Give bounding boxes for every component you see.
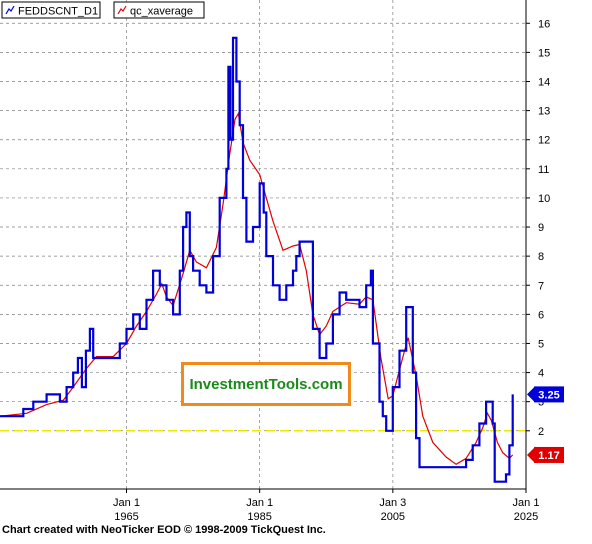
x-tick-label: 2005 — [381, 511, 405, 523]
badge-pointer-icon — [527, 387, 534, 402]
series-line-qc_xaverage — [0, 111, 514, 466]
legend-label-avg: qc_xaverage — [130, 6, 193, 18]
watermark-logo: InvestmentTools.com — [181, 362, 351, 406]
x-tick-label: Jan 3 — [379, 497, 406, 509]
y-tick-label: 7 — [538, 280, 544, 292]
badge-box — [534, 446, 564, 463]
badge-value: 1.17 — [538, 450, 559, 462]
legend-swatch-icon — [5, 5, 15, 15]
badge-qc-xaverage: 1.17 — [527, 446, 564, 463]
legend-label-main: FEDDSCNT_D1 — [18, 6, 98, 18]
badge-box — [534, 386, 564, 403]
badge-value: 3.25 — [538, 389, 559, 401]
y-tick-label: 12 — [538, 135, 550, 147]
credit-text: Chart created with NeoTicker EOD © 1998-… — [2, 524, 326, 536]
x-tick-label: Jan 1 — [113, 497, 140, 509]
x-tick-label: 1985 — [247, 511, 271, 523]
x-tick-label: 2025 — [514, 511, 538, 523]
y-tick-label: 10 — [538, 193, 550, 205]
y-tick-label: 16 — [538, 18, 550, 30]
last-value-badges: 3.25 1.17 — [527, 386, 564, 463]
legend-item-feddscnt[interactable]: FEDDSCNT_D1 — [1, 1, 101, 19]
x-tick-label: Jan 1 — [246, 497, 273, 509]
x-axis: Jan 1 1965 Jan 1 1985 Jan 3 2005 Jan 1 2025 — [113, 489, 539, 523]
y-tick-label: 2 — [538, 426, 544, 438]
series-line-FEDDSCNT_D1 — [0, 36, 514, 483]
y-tick-label: 5 — [538, 338, 544, 350]
y-tick-label: 11 — [538, 164, 549, 176]
badge-pointer-icon — [527, 447, 534, 462]
grid — [0, 0, 527, 489]
x-tick-label: 1965 — [114, 511, 138, 523]
y-tick-label: 9 — [538, 222, 544, 234]
y-tick-label: 4 — [538, 368, 544, 380]
x-tick-label: Jan 1 — [513, 497, 540, 509]
legend-swatch-icon — [117, 5, 127, 15]
y-tick-label: 6 — [538, 309, 544, 321]
y-tick-label: 15 — [538, 47, 550, 59]
y-axis: 2 3 4 5 6 7 8 9 10 11 12 13 14 15 16 — [526, 18, 550, 438]
y-tick-label: 3 — [538, 397, 544, 409]
y-tick-label: 8 — [538, 251, 544, 263]
y-tick-label: 14 — [538, 77, 550, 89]
legend-item-qc-xaverage[interactable]: qc_xaverage — [113, 1, 205, 19]
y-tick-label: 13 — [538, 106, 550, 118]
plot-background — [0, 0, 526, 489]
legend: FEDDSCNT_D1 qc_xaverage — [1, 1, 205, 19]
badge-feddscnt: 3.25 — [527, 386, 564, 403]
